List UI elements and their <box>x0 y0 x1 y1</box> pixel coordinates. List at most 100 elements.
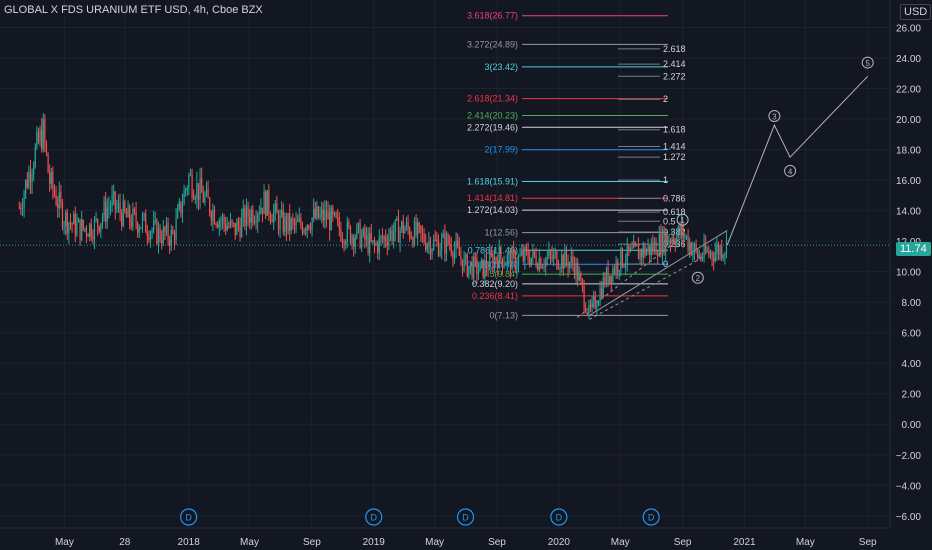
candle-body <box>495 257 497 261</box>
candle-body <box>117 203 120 208</box>
candle-body <box>77 219 80 223</box>
wave-label: 4 <box>788 167 793 176</box>
candle-body <box>415 221 417 236</box>
candle-body <box>485 260 488 270</box>
candle-body <box>473 256 475 278</box>
candle-body <box>114 191 116 209</box>
candle-body <box>362 228 364 236</box>
candle-body <box>215 223 217 225</box>
x-tick-label: 2020 <box>548 537 571 548</box>
x-tick-label: 2018 <box>178 537 201 548</box>
dividend-marker-circle <box>180 508 198 526</box>
candle-body <box>303 229 305 234</box>
candle-body <box>253 221 256 223</box>
candle-body <box>183 191 185 205</box>
candle-body <box>92 237 94 240</box>
candle-body <box>594 296 596 308</box>
candle-body <box>428 240 430 245</box>
x-tick-label: May <box>611 537 630 548</box>
candle-body <box>583 286 585 308</box>
candle-body <box>265 191 267 216</box>
y-tick-label: 2.00 <box>902 390 922 401</box>
candle-body <box>269 214 272 220</box>
x-tick-label: 2019 <box>363 537 386 548</box>
candle-body <box>469 262 472 267</box>
candle-body <box>556 251 558 269</box>
candle-body <box>679 226 681 236</box>
candle-body <box>477 270 480 275</box>
candle-body <box>345 242 347 246</box>
candle-body <box>180 201 182 214</box>
candle-body <box>642 246 644 258</box>
candle-body <box>357 223 360 226</box>
candle-body <box>487 269 489 271</box>
fib-retracement-label: 1.272 <box>663 152 686 162</box>
candle-body <box>57 204 59 208</box>
candle-body <box>660 234 662 255</box>
candle-body <box>445 234 448 254</box>
fib-extension-label: 3.272(24.89) <box>467 39 518 49</box>
x-tick-label: May <box>796 537 815 548</box>
last-price-tag: 11.74 <box>896 242 931 256</box>
y-tick-label: 16.00 <box>896 176 921 187</box>
candle-body <box>607 268 609 284</box>
currency-button[interactable]: USD <box>900 4 932 20</box>
candle-body <box>295 220 297 226</box>
candle-body <box>103 201 105 218</box>
candle-body <box>514 252 516 269</box>
candle-body <box>546 256 548 259</box>
candle-body <box>639 250 641 260</box>
candle-body <box>476 258 478 275</box>
candle-body <box>260 207 262 214</box>
candle-body <box>559 267 561 269</box>
candle-body <box>220 221 222 223</box>
candle-body <box>706 251 708 253</box>
candle-body <box>401 221 403 230</box>
candle-body <box>578 274 580 281</box>
candle-body <box>79 219 81 240</box>
candle-body <box>18 207 20 209</box>
candle-body <box>338 217 340 230</box>
candle-body <box>572 256 574 264</box>
candle-body <box>162 227 164 244</box>
candle-body <box>540 258 542 269</box>
candle-body <box>178 201 180 209</box>
candle-body <box>617 261 619 272</box>
candle-body <box>397 217 400 243</box>
candle-body <box>412 238 414 246</box>
candle-body <box>87 234 89 237</box>
candle-body <box>713 257 715 262</box>
candle-body <box>553 253 555 260</box>
candle-body <box>577 262 579 281</box>
candle-body <box>399 229 401 243</box>
candle-body <box>545 258 547 267</box>
candle-body <box>460 255 462 260</box>
candle-body <box>343 241 345 246</box>
candle-body <box>687 235 689 250</box>
candle-body <box>658 234 660 257</box>
candle-body <box>85 228 88 235</box>
candle-body <box>417 222 419 236</box>
candle-body <box>50 171 52 184</box>
candle-body <box>261 207 264 214</box>
candle-body <box>276 203 278 214</box>
y-tick-label: 4.00 <box>902 359 922 370</box>
candle-body <box>684 236 686 238</box>
candle-body <box>229 220 232 227</box>
fib-extension-label: 3.618(26.77) <box>467 11 518 21</box>
candle-body <box>111 195 113 207</box>
candle-body <box>668 240 670 243</box>
candle-body <box>530 257 532 266</box>
candle-body <box>141 216 144 228</box>
candle-body <box>353 236 355 247</box>
candle-body <box>437 240 440 256</box>
fib-extension-label: 1(12.56) <box>484 228 518 238</box>
candle-body <box>279 215 281 231</box>
candle-body <box>223 216 225 224</box>
candle-body <box>172 229 174 234</box>
candle-body <box>527 250 529 260</box>
candle-body <box>130 222 132 227</box>
candle-body <box>31 174 33 182</box>
x-tick-label: 28 <box>119 537 131 548</box>
